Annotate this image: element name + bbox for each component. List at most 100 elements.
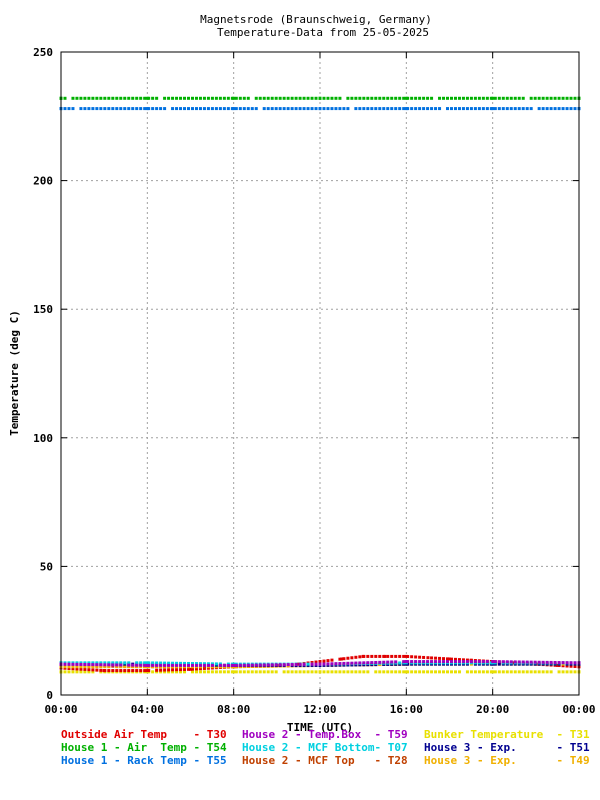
trace-dot (123, 665, 127, 669)
x-tick-label: 00:00 (562, 703, 595, 716)
trace-dot (565, 670, 569, 674)
trace-dot (557, 670, 561, 674)
x-tick-label: 08:00 (217, 703, 250, 716)
trace-dot (234, 96, 238, 100)
trace-dot (374, 107, 378, 111)
trace-dot (238, 670, 242, 674)
trace-dot (342, 657, 346, 661)
trace-dot (230, 107, 234, 111)
trace-dot (210, 96, 214, 100)
trace-dot (573, 661, 577, 665)
trace-dot (99, 96, 103, 100)
trace-dot (302, 662, 306, 666)
trace-dot (131, 669, 135, 673)
trace-dot (198, 670, 202, 674)
trace-dot (286, 670, 290, 674)
data-point (491, 660, 495, 664)
trace-dot (326, 659, 330, 663)
trace-dot (394, 96, 398, 100)
trace-dot (489, 107, 493, 111)
trace-dot (334, 96, 338, 100)
trace-dot (318, 107, 322, 111)
trace-dot (163, 107, 167, 111)
trace-dot (298, 670, 302, 674)
trace-dot (334, 107, 338, 111)
trace-dot (183, 663, 187, 667)
trace-dot (274, 107, 278, 111)
trace-dot (493, 96, 497, 100)
trace-dot (473, 107, 477, 111)
trace-dot (135, 661, 139, 665)
trace-dot (91, 661, 95, 665)
trace-dot (294, 96, 298, 100)
trace-dot (509, 96, 513, 100)
trace-dot (190, 663, 194, 667)
grid-lines (61, 52, 579, 695)
trace-dot (206, 96, 210, 100)
trace-dot (218, 670, 222, 674)
trace-dot (119, 96, 123, 100)
trace-dot (71, 107, 75, 111)
x-tick-label: 12:00 (303, 703, 336, 716)
trace-dot (87, 96, 91, 100)
trace-dot (151, 661, 155, 665)
trace-dot (294, 662, 298, 666)
trace-dot (67, 662, 71, 666)
trace-dot (414, 660, 418, 664)
trace-dot (342, 661, 346, 665)
trace-dot (438, 656, 442, 660)
trace-dot (266, 670, 270, 674)
y-tick-label: 0 (46, 689, 53, 702)
trace-dot (175, 670, 179, 674)
trace-dot (91, 670, 95, 674)
trace-dot (457, 660, 461, 664)
x-axis-label: TIME (UTC) (287, 721, 353, 734)
trace-dot (183, 670, 187, 674)
trace-dot (430, 670, 434, 674)
trace-dot (198, 96, 202, 100)
trace-dot (529, 660, 533, 664)
trace-dot (83, 670, 87, 674)
trace-dot (290, 670, 294, 674)
trace-dot (63, 96, 67, 100)
trace-dot (541, 660, 545, 664)
trace-dot (481, 660, 485, 664)
trace-dot (67, 666, 71, 670)
trace-dot (179, 96, 183, 100)
trace-dot (549, 96, 553, 100)
trace-dot (561, 107, 565, 111)
trace-dot (378, 660, 382, 664)
trace-dot (477, 96, 481, 100)
trace-dot (561, 670, 565, 674)
trace-dot (95, 661, 99, 665)
trace-dot (210, 107, 214, 111)
trace-dot (529, 670, 533, 674)
trace-dot (83, 661, 87, 665)
trace-dot (557, 661, 561, 665)
trace-dot (434, 107, 438, 111)
trace-dot (294, 670, 298, 674)
trace-dot (194, 670, 198, 674)
trace-dot (489, 670, 493, 674)
trace-dot (63, 107, 67, 111)
trace-dot (290, 663, 294, 667)
trace-dot (461, 660, 465, 664)
trace-dot (123, 107, 127, 111)
trace-dot (410, 96, 414, 100)
trace-dot (398, 107, 402, 111)
trace-dot (553, 660, 557, 664)
trace-dot (390, 654, 394, 658)
trace-dot (318, 96, 322, 100)
trace-dot (139, 663, 143, 667)
trace-dot (127, 96, 131, 100)
trace-dot (517, 670, 521, 674)
trace-dot (175, 96, 179, 100)
trace-dot (434, 660, 438, 664)
trace-dot (374, 670, 378, 674)
trace-dot (87, 670, 91, 674)
trace-dot (541, 107, 545, 111)
trace-dot (302, 96, 306, 100)
trace-dot (537, 107, 541, 111)
trace-dot (398, 654, 402, 658)
trace-dot (242, 96, 246, 100)
